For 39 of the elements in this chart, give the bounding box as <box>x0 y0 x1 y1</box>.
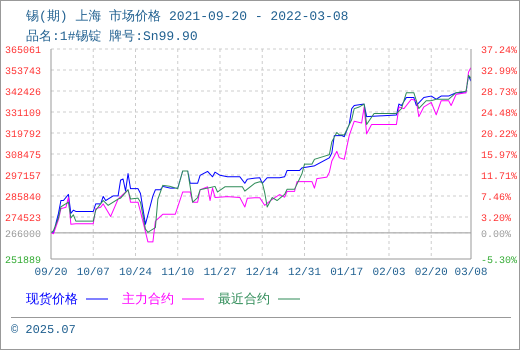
x-tick-label: 11/27 <box>203 266 236 279</box>
y2-tick-label: -5.30% <box>481 256 518 267</box>
y2-tick-label: 20.22% <box>481 130 518 142</box>
y-tick-label: 342426 <box>4 88 41 99</box>
y2-tick-label: 7.46% <box>481 193 512 204</box>
y2-tick-label: 3.20% <box>481 214 512 226</box>
y2-tick-label: 11.71% <box>481 172 518 184</box>
y-tick-label: 319792 <box>4 130 41 141</box>
y2-tick-label: 32.99% <box>481 66 518 78</box>
y-tick-label: 365061 <box>4 46 41 57</box>
y-tick-label: 285840 <box>4 193 41 204</box>
x-tick-label: 02/03 <box>372 266 406 279</box>
y2-tick-label: 24.48% <box>481 108 518 120</box>
legend-label: 现货价格 <box>26 291 78 308</box>
y-tick-label: 297157 <box>4 172 41 183</box>
y2-tick-label: 0.00% <box>481 230 512 241</box>
y2-tick-label: 37.24% <box>481 46 518 57</box>
y-tick-label: 274523 <box>4 214 41 225</box>
x-tick-label: 11/10 <box>161 266 194 279</box>
x-tick-label: 10/07 <box>76 266 110 279</box>
y-tick-label: 266000 <box>4 230 41 241</box>
x-tick-label: 10/24 <box>118 266 152 279</box>
x-tick-label: 12/31 <box>288 266 322 279</box>
chart-subtitle: 品名:1#锡锭 牌号:Sn99.90 <box>26 28 198 45</box>
x-tick-label: 03/08 <box>454 266 488 279</box>
chart-title: 锡(期) 上海 市场价格 2021-09-20 - 2022-03-08 <box>26 8 348 25</box>
x-tick-label: 01/17 <box>330 266 364 279</box>
y-tick-label: 308475 <box>4 151 41 162</box>
y2-tick-label: 15.97% <box>481 151 518 162</box>
y-tick-label: 251889 <box>4 256 41 267</box>
legend-label: 最近合约 <box>218 291 270 308</box>
x-tick-label: 12/14 <box>246 266 280 279</box>
y2-tick-label: 28.73% <box>481 88 518 100</box>
legend-label: 主力合约 <box>122 291 174 308</box>
x-tick-label: 02/20 <box>414 266 448 279</box>
y-tick-label: 353743 <box>4 67 41 78</box>
y-tick-label: 331109 <box>4 109 41 120</box>
text: © 2025.07 <box>11 323 76 337</box>
x-tick-label: 09/20 <box>34 266 68 279</box>
